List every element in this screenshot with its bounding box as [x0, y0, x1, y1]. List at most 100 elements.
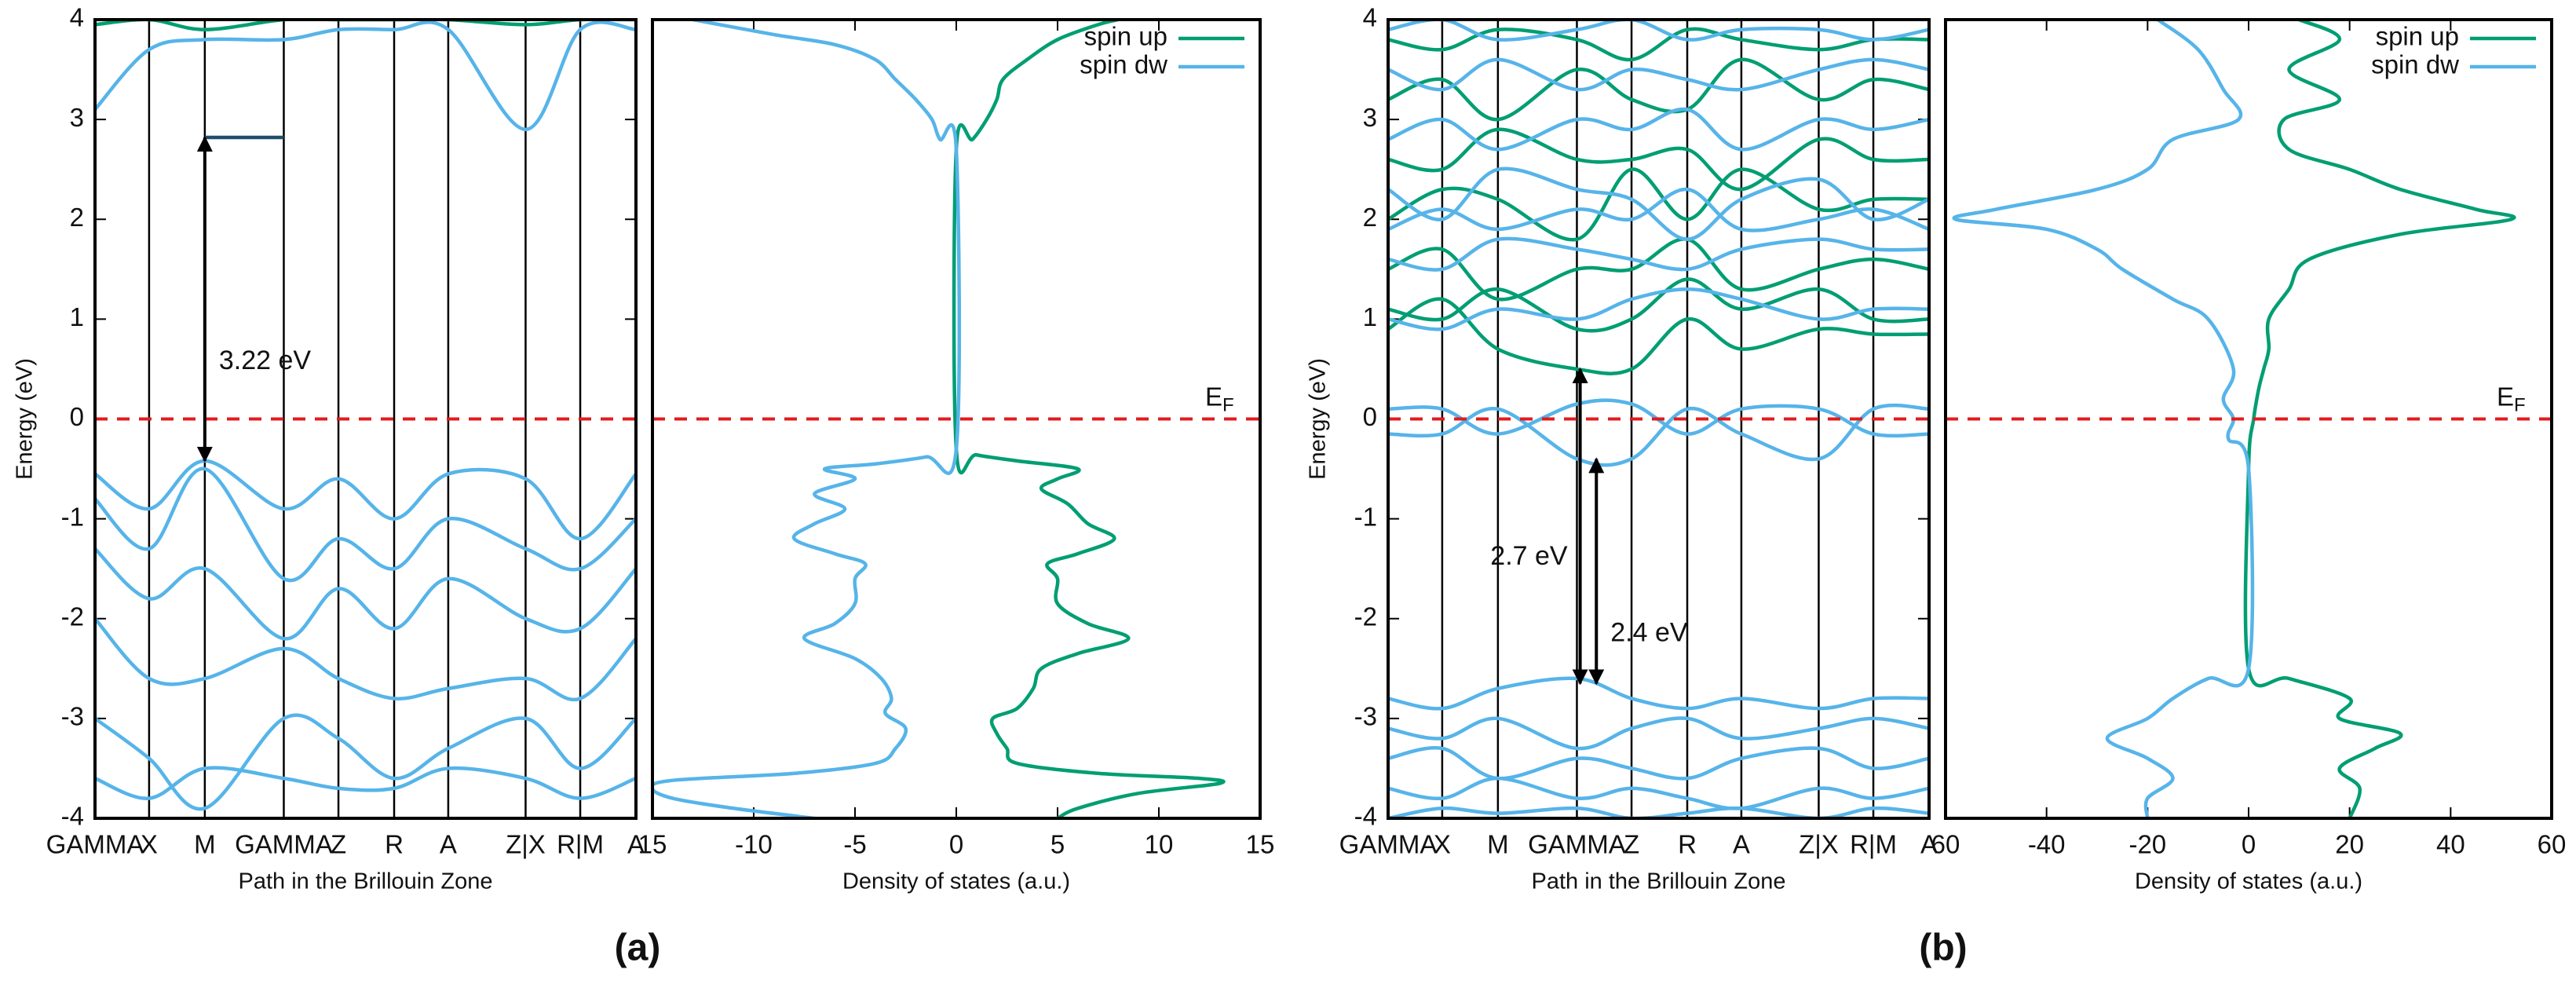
x-tick-label: -5	[843, 830, 866, 859]
band-line	[1388, 20, 1929, 42]
band-line	[1388, 776, 1929, 810]
legend-label: spin dw	[2371, 50, 2459, 79]
y-tick-label: 3	[70, 103, 84, 132]
x-tick-label: Z	[331, 830, 346, 859]
x-tick-label: A	[627, 830, 645, 859]
band-line	[1388, 403, 1929, 467]
frame	[1387, 18, 1931, 820]
y-tick-label: -4	[61, 802, 84, 831]
panel-label: (b)	[1919, 927, 1967, 969]
x-tick-label: 60	[2538, 830, 2567, 859]
band-line	[1388, 237, 1929, 302]
y-tick-label: 2	[1363, 203, 1377, 232]
x-tick-label: R|M	[557, 830, 604, 859]
x-tick-label: M	[1487, 830, 1509, 859]
x-tick-label: 0	[949, 830, 963, 859]
x-tick-label: 5	[1050, 830, 1065, 859]
band-line	[1388, 57, 1929, 122]
y-tick-label: 1	[1363, 302, 1377, 331]
fermi-label-sub: F	[2514, 395, 2526, 416]
x-tick-label: X	[141, 830, 158, 859]
legend-label: spin up	[2376, 22, 2459, 51]
y-tick-label: -4	[1354, 802, 1377, 831]
x-tick-label: GAMMA	[235, 830, 333, 859]
band-line	[1388, 297, 1929, 375]
x-tick-label: 10	[1145, 830, 1174, 859]
x-axis-label: Path in the Brillouin Zone	[1531, 869, 1785, 894]
x-tick-label: 0	[2242, 830, 2256, 859]
band-line	[1388, 166, 1929, 241]
band-line	[1388, 27, 1929, 62]
x-tick-label: A	[440, 830, 457, 859]
x-tick-label: R	[1678, 830, 1697, 859]
x-tick-label: 15	[638, 830, 667, 859]
x-tick-label: 60	[1931, 830, 1960, 859]
band-line	[1952, 20, 2255, 818]
y-tick-label: 2	[70, 203, 84, 232]
y-tick-label: -1	[1354, 502, 1377, 531]
x-tick-label: R	[385, 830, 404, 859]
band-line	[1388, 287, 1929, 331]
gap-label: 2.4 eV	[1610, 617, 1688, 647]
x-tick-label: 15	[1246, 830, 1275, 859]
frame	[651, 18, 1262, 820]
band-line	[2243, 20, 2516, 818]
y-tick-label: -3	[1354, 702, 1377, 731]
x-tick-label: GAMMA	[46, 830, 144, 859]
band-line	[1388, 57, 1929, 92]
x-tick-label: X	[1434, 830, 1451, 859]
band-line	[652, 20, 962, 818]
y-tick-label: 4	[1363, 3, 1377, 32]
x-tick-label: A	[1733, 830, 1750, 859]
x-tick-label: -10	[735, 830, 773, 859]
band-line	[1388, 277, 1929, 333]
legend-label: spin dw	[1080, 50, 1167, 79]
series-group	[652, 20, 1226, 818]
frame	[1944, 18, 2553, 820]
y-tick-label: -2	[1354, 602, 1377, 631]
y-tick-label: -3	[61, 702, 84, 731]
band-line	[95, 713, 636, 811]
y-tick-label: 0	[70, 402, 84, 431]
band-line	[95, 459, 636, 541]
x-tick-label: Z|X	[506, 830, 546, 859]
x-tick-label: 40	[2436, 830, 2465, 859]
band-line	[1388, 127, 1929, 192]
legend-label: spin up	[1084, 22, 1167, 51]
series-group	[1952, 20, 2516, 818]
series-group	[95, 20, 636, 811]
band-line	[1388, 236, 1929, 272]
fermi-label-main: E	[2497, 382, 2514, 411]
band-line	[95, 466, 636, 583]
y-axis-label: Energy (eV)	[1306, 358, 1331, 480]
x-tick-label: M	[194, 830, 216, 859]
band-line	[1388, 187, 1929, 232]
x-tick-label: R|M	[1850, 830, 1897, 859]
x-tick-label: A	[1920, 830, 1938, 859]
band-line	[1388, 107, 1929, 152]
x-tick-label: GAMMA	[1528, 830, 1626, 859]
y-tick-label: -2	[61, 602, 84, 631]
panel-label: (a)	[615, 927, 661, 969]
x-tick-label: -20	[2128, 830, 2166, 859]
fermi-label-main: E	[1205, 382, 1222, 411]
band-line	[1388, 746, 1929, 781]
y-axis-label: Energy (eV)	[13, 358, 38, 480]
y-tick-label: 4	[70, 3, 84, 32]
x-tick-label: GAMMA	[1339, 830, 1438, 859]
gap-label: 3.22 eV	[219, 346, 312, 375]
frame	[93, 18, 638, 820]
series-group	[1388, 20, 1929, 818]
band-line	[1388, 167, 1929, 242]
y-tick-label: 0	[1363, 402, 1377, 431]
x-tick-label: Z	[1624, 830, 1639, 859]
band-line	[95, 766, 636, 800]
x-tick-label: Z|X	[1799, 830, 1839, 859]
y-tick-label: 1	[70, 302, 84, 331]
band-line	[1388, 716, 1929, 751]
band-line	[95, 20, 636, 132]
x-axis-label: Density of states (a.u.)	[2135, 869, 2362, 894]
band-line	[95, 20, 636, 31]
band-line	[952, 20, 1226, 818]
